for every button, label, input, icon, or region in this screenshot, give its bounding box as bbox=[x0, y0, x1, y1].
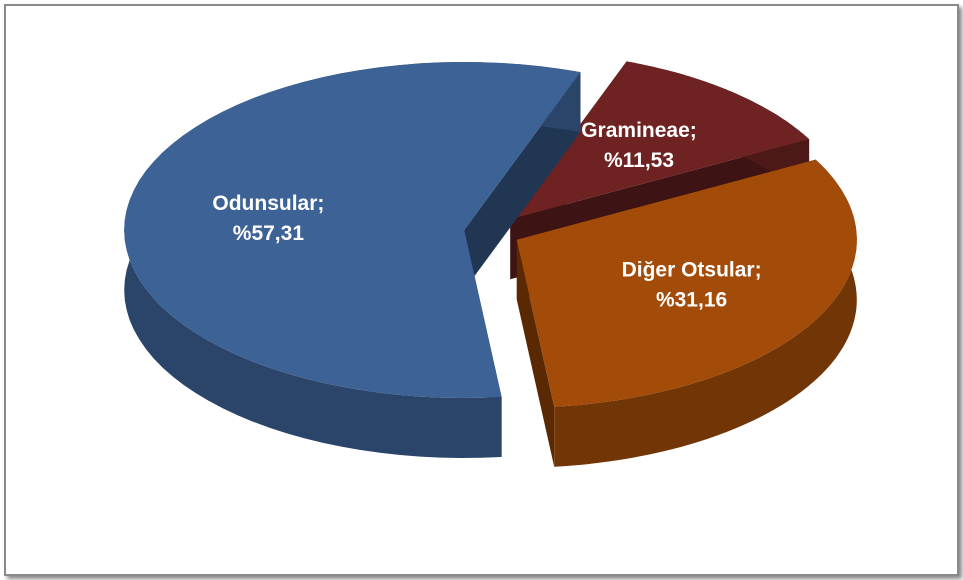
slice bbox=[516, 159, 857, 407]
slice-value-label: %57,31 bbox=[233, 222, 305, 245]
slice bbox=[124, 62, 581, 398]
slice-value-label: %11,53 bbox=[604, 149, 674, 172]
slice bbox=[510, 61, 810, 220]
slice-value-label: %31,16 bbox=[656, 288, 727, 311]
slice-side bbox=[516, 239, 555, 467]
slice-label: Diğer Otsular; bbox=[622, 258, 762, 281]
slice-wall bbox=[554, 159, 857, 467]
slice-label: Odunsular; bbox=[212, 192, 324, 215]
slice-label: Gramineae; bbox=[581, 119, 697, 142]
